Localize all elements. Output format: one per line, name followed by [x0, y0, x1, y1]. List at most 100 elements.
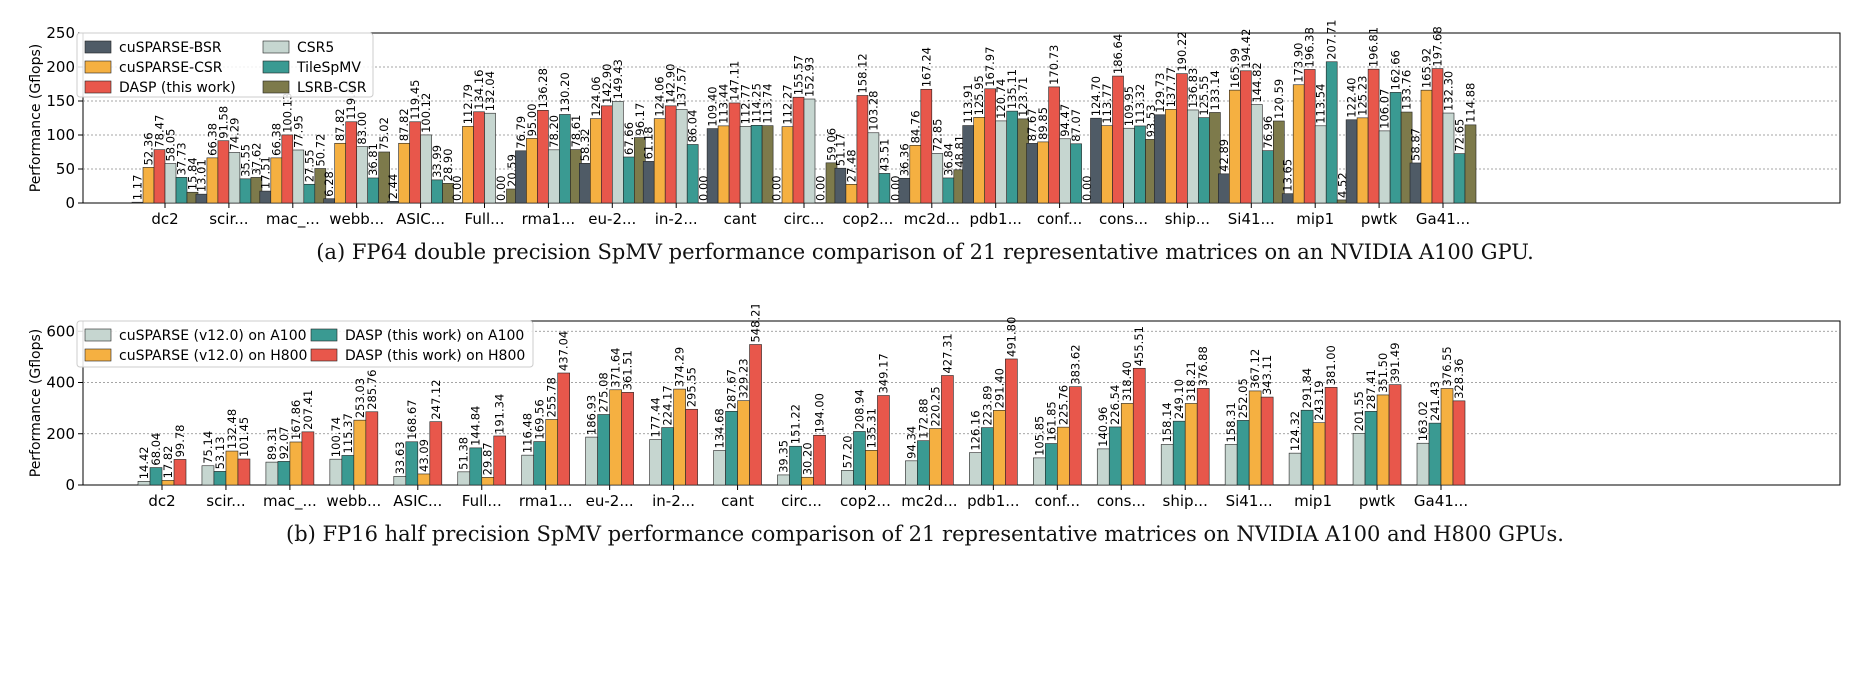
data-label: 165.92: [1420, 48, 1434, 88]
y-tick-label: 600: [46, 322, 75, 340]
data-label: 253.03: [353, 378, 367, 418]
y-tick-label: 250: [46, 24, 75, 42]
x-tick-label: ASIC...: [396, 210, 445, 228]
bar: [429, 421, 443, 486]
x-tick-label: pdb1...: [967, 492, 1019, 510]
data-label: 165.99: [1228, 48, 1242, 88]
data-label: 134.68: [713, 408, 727, 448]
bar: [929, 428, 942, 486]
data-label: 491.80: [1004, 317, 1018, 357]
data-label: 391.49: [1388, 342, 1402, 382]
bar: [1314, 125, 1327, 204]
bar: [1096, 448, 1110, 486]
data-label: 134.16: [472, 70, 486, 110]
bar: [409, 121, 421, 204]
bar: [1345, 119, 1358, 204]
data-label: 255.78: [545, 377, 559, 417]
data-label: 163.02: [1416, 401, 1430, 441]
bar: [1006, 110, 1019, 204]
data-label: 149.43: [611, 59, 625, 99]
data-label: 132.48: [225, 409, 239, 449]
bar: [942, 177, 955, 204]
data-label: 75.14: [201, 431, 215, 464]
data-label: 142.90: [600, 64, 614, 104]
data-label: 455.51: [1132, 326, 1146, 366]
data-label: 427.31: [940, 333, 954, 373]
data-label: 58.05: [164, 129, 178, 162]
data-label: 2.44: [386, 174, 400, 200]
data-label: 194.42: [1239, 29, 1253, 69]
x-tick-label: in-2...: [655, 210, 698, 228]
bar: [1059, 138, 1071, 204]
data-label: 75.02: [377, 117, 391, 150]
data-label: 28.90: [441, 148, 455, 181]
bar: [417, 473, 431, 486]
bar: [1236, 420, 1250, 486]
bar: [473, 111, 485, 204]
bar: [1154, 114, 1166, 204]
caption-b: (b) FP16 half precision SpMV performance…: [286, 522, 1564, 546]
x-tick-label: scir...: [209, 210, 248, 228]
y-tick-label: 50: [56, 160, 75, 178]
legend-swatch: [84, 60, 112, 74]
data-label: 113.74: [761, 83, 775, 123]
x-tick-label: Full...: [462, 492, 502, 510]
bar: [149, 467, 163, 486]
x-tick-label: Ga41...: [1416, 210, 1470, 228]
bar: [1069, 386, 1082, 486]
bar: [526, 138, 538, 204]
legend-swatch: [262, 40, 290, 54]
data-label: 76.96: [1261, 116, 1275, 149]
bar: [515, 150, 527, 204]
data-label: 13.65: [1281, 159, 1295, 192]
data-label: 220.25: [928, 386, 942, 426]
data-label: 361.51: [621, 350, 635, 390]
x-tick-label: rma1...: [522, 210, 576, 228]
y-axis-label: Performance (Gflops): [28, 44, 44, 193]
bar: [239, 178, 252, 204]
bar: [1033, 457, 1046, 486]
data-label: 291.84: [1300, 368, 1314, 408]
y-tick-label: 200: [46, 425, 75, 443]
legend-swatch: [262, 60, 290, 74]
bar: [161, 480, 175, 486]
bar: [1324, 387, 1338, 486]
bar: [131, 201, 144, 204]
data-label: 318.21: [1184, 361, 1198, 401]
bar: [1187, 109, 1199, 204]
bar: [341, 455, 355, 486]
data-label: 287.41: [1364, 369, 1378, 409]
bar: [962, 125, 975, 204]
data-label: 169.56: [533, 399, 547, 439]
data-label: 136.83: [1186, 68, 1200, 108]
data-label: 27.48: [844, 149, 858, 182]
bar: [1400, 111, 1413, 204]
x-tick-label: cons...: [1097, 492, 1146, 510]
bar: [749, 344, 762, 486]
data-label: 177.44: [649, 397, 663, 437]
data-label: 113.91: [961, 83, 975, 123]
y-tick-label: 0: [65, 476, 75, 494]
data-label: 17.51: [258, 156, 272, 189]
bar: [867, 132, 880, 204]
data-label: 13.01: [194, 159, 208, 192]
bar: [265, 461, 279, 486]
data-label: 122.40: [1345, 78, 1359, 118]
bar: [329, 458, 343, 486]
data-label: 124.70: [1089, 76, 1103, 116]
data-label: 109.95: [1122, 86, 1136, 126]
bar: [481, 477, 495, 486]
bar: [1123, 127, 1135, 204]
bar: [621, 392, 634, 486]
data-label: 112.27: [781, 84, 795, 124]
data-label: 151.22: [789, 404, 803, 444]
data-label: 383.62: [1068, 344, 1082, 384]
bar: [941, 375, 954, 486]
bar: [792, 96, 805, 204]
y-tick-label: 200: [46, 58, 75, 76]
bar: [981, 427, 994, 486]
data-label: 376.88: [1196, 346, 1210, 386]
y-tick-label: 0: [65, 194, 75, 212]
bar: [878, 173, 891, 204]
bar: [642, 161, 655, 204]
